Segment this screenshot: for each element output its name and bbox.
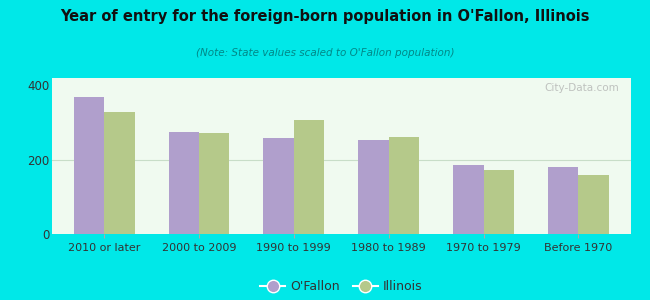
Text: City-Data.com: City-Data.com xyxy=(544,83,619,93)
Legend: O'Fallon, Illinois: O'Fallon, Illinois xyxy=(255,275,427,298)
Bar xyxy=(578,175,608,234)
Bar xyxy=(74,97,104,234)
Bar xyxy=(168,132,199,234)
Bar xyxy=(294,120,324,234)
Bar xyxy=(484,170,514,234)
Text: Year of entry for the foreign-born population in O'Fallon, Illinois: Year of entry for the foreign-born popul… xyxy=(60,9,590,24)
Bar xyxy=(389,137,419,234)
Bar xyxy=(548,167,578,234)
Bar xyxy=(199,133,229,234)
Text: (Note: State values scaled to O'Fallon population): (Note: State values scaled to O'Fallon p… xyxy=(196,48,454,58)
Bar xyxy=(263,138,294,234)
Bar xyxy=(104,112,135,234)
Bar xyxy=(358,140,389,234)
Bar xyxy=(453,165,484,234)
